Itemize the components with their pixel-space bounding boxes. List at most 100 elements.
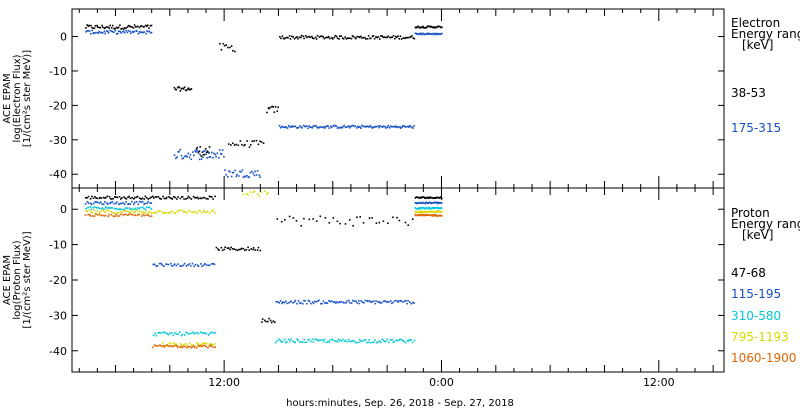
data-point [122, 209, 125, 212]
data-point [115, 33, 118, 35]
data-point [91, 215, 94, 217]
data-point [392, 216, 394, 219]
data-point [186, 212, 188, 214]
data-point [384, 125, 386, 128]
data-point [314, 36, 317, 39]
data-point [396, 339, 399, 342]
data-point [428, 32, 430, 35]
electron-legend-item: 175-315 [731, 121, 781, 135]
data-point [355, 37, 357, 40]
data-point [436, 215, 439, 217]
electron-series-175-315 [85, 29, 443, 179]
data-point [123, 208, 126, 211]
data-point [426, 33, 428, 35]
data-point [404, 300, 406, 302]
data-point [395, 299, 397, 302]
data-point [92, 197, 95, 199]
data-point [190, 88, 193, 90]
data-point [385, 340, 387, 343]
data-point [96, 24, 98, 27]
data-point [176, 210, 179, 213]
data-point [202, 264, 205, 267]
proton-panel: 0 -10 -20 -30 -40 ACE EPAMlog(Proton Flux)[1/… [2, 187, 800, 373]
data-point [434, 26, 437, 29]
data-point [282, 126, 284, 128]
data-point [196, 342, 198, 344]
data-point [285, 126, 287, 128]
data-point [174, 196, 177, 199]
data-point [266, 111, 268, 114]
data-point [437, 207, 439, 210]
data-point [144, 24, 147, 27]
data-point [141, 200, 144, 203]
data-point [414, 207, 417, 209]
data-point [346, 300, 348, 302]
data-point [438, 214, 441, 217]
data-point [140, 201, 142, 203]
data-point [203, 344, 206, 347]
data-point [303, 37, 305, 40]
data-point [327, 340, 329, 343]
data-point [273, 111, 276, 113]
data-point [430, 207, 433, 210]
data-point [147, 200, 149, 203]
data-point [374, 339, 376, 342]
data-point [87, 206, 90, 209]
data-point [369, 301, 372, 303]
data-point [86, 30, 88, 32]
data-point [289, 38, 292, 40]
data-point [184, 210, 187, 213]
data-point [120, 32, 122, 34]
data-point [106, 209, 108, 212]
data-point [181, 344, 183, 347]
data-point [169, 211, 172, 214]
data-point [185, 331, 187, 334]
data-point [205, 151, 208, 154]
data-point [130, 32, 132, 35]
data-point [141, 215, 143, 217]
data-point [201, 265, 203, 268]
data-point [86, 24, 88, 26]
data-point [169, 197, 171, 199]
data-point [160, 262, 162, 265]
data-point [200, 331, 202, 333]
data-point [308, 300, 311, 303]
data-point [405, 341, 407, 344]
data-point [230, 45, 233, 47]
data-point [332, 339, 334, 341]
data-point [114, 212, 117, 215]
data-point [256, 170, 259, 172]
data-point [104, 206, 107, 208]
data-point [102, 203, 105, 205]
data-point [340, 340, 343, 342]
data-point [286, 340, 288, 343]
data-point [85, 31, 87, 33]
data-point [297, 37, 299, 40]
data-point [148, 27, 150, 29]
data-point [199, 210, 201, 213]
data-point [274, 106, 277, 108]
data-point [187, 195, 190, 198]
data-point [224, 246, 226, 248]
data-point [122, 28, 125, 30]
data-point [178, 150, 180, 153]
data-point [134, 207, 137, 210]
data-point [115, 207, 117, 210]
data-point [368, 339, 370, 341]
data-point [197, 197, 200, 200]
data-point [188, 333, 190, 335]
data-point [362, 222, 365, 224]
data-point [276, 218, 279, 220]
data-point [396, 300, 399, 302]
data-point [94, 196, 96, 198]
data-point [280, 220, 283, 223]
data-point [181, 333, 184, 336]
data-point [379, 302, 382, 304]
data-point [212, 262, 215, 265]
data-point [337, 301, 340, 304]
data-point [153, 344, 156, 346]
data-point [352, 224, 354, 227]
proton-series-115-195 [84, 200, 443, 305]
data-point [238, 248, 240, 251]
